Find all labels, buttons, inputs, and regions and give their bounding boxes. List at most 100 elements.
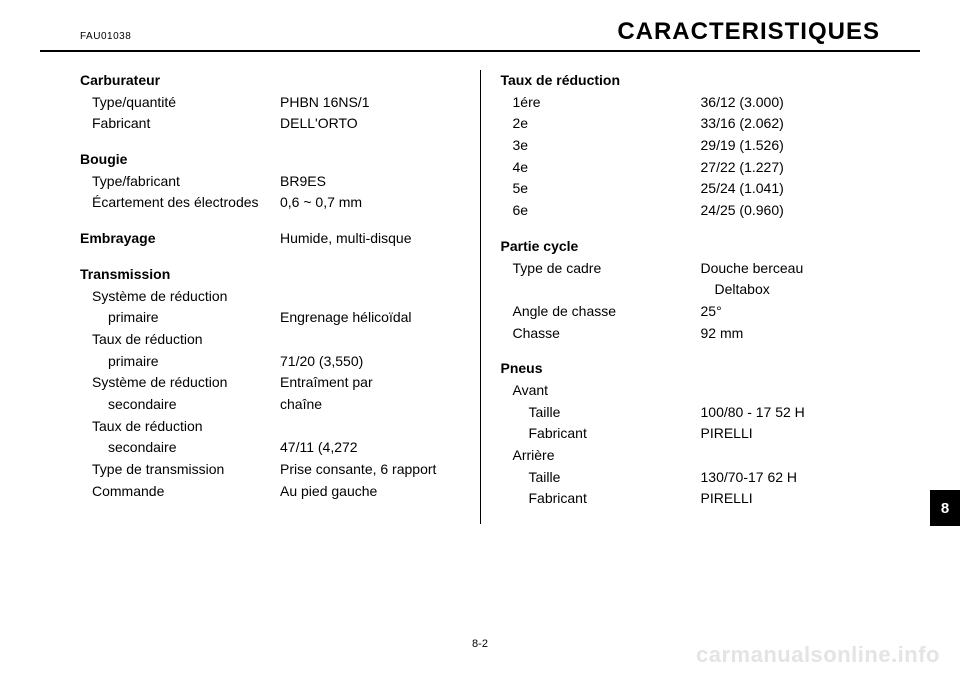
spec-value: Entraîment par (280, 372, 460, 394)
spec-label: Chasse (501, 323, 701, 345)
spec-row: secondaire chaîne (80, 394, 460, 416)
spec-value: 33/16 (2.062) (701, 113, 881, 135)
spec-value: 47/11 (4,272 (280, 437, 460, 459)
spec-row: Fabricant DELL'ORTO (80, 113, 460, 135)
spec-value: 27/22 (1.227) (701, 157, 881, 179)
spec-label: primaire (80, 351, 280, 373)
spec-value: Prise consante, 6 rapport (280, 459, 460, 481)
page-title: CARACTERISTIQUES (617, 18, 880, 46)
spec-label: Type/quantité (80, 92, 280, 114)
spec-label: Avant (501, 380, 701, 402)
spec-row: Angle de chasse 25° (501, 301, 881, 323)
spec-label: Arrière (501, 445, 701, 467)
spec-label: Commande (80, 481, 280, 503)
spec-row: Écartement des électrodes 0,6 ~ 0,7 mm (80, 192, 460, 214)
spec-value: PIRELLI (701, 423, 881, 445)
spec-label: Écartement des électrodes (80, 192, 280, 214)
spec-row: primaire 71/20 (3,550) (80, 351, 460, 373)
spec-value: 130/70-17 62 H (701, 467, 881, 489)
spec-label: Fabricant (501, 488, 701, 510)
spec-value: Engrenage hélicoïdal (280, 307, 460, 329)
spec-label: primaire (80, 307, 280, 329)
spec-label: 6e (501, 200, 701, 222)
spec-value: 25° (701, 301, 881, 323)
spec-label: secondaire (80, 394, 280, 416)
spec-row: secondaire 47/11 (4,272 (80, 437, 460, 459)
spec-label: Fabricant (501, 423, 701, 445)
spec-value: Au pied gauche (280, 481, 460, 503)
spec-label: Type/fabricant (80, 171, 280, 193)
spec-row: Système de réduction (80, 286, 460, 308)
spec-row: FabricantPIRELLI (501, 488, 881, 510)
section-transmission: Transmission Système de réduction primai… (80, 264, 460, 503)
spec-row: Arrière (501, 445, 881, 467)
section-title-taux: Taux de réduction (501, 70, 881, 92)
section-title-embrayage: Embrayage (80, 228, 280, 250)
spec-label: 4e (501, 157, 701, 179)
spec-row: Commande Au pied gauche (80, 481, 460, 503)
page-header: FAU01038 CARACTERISTIQUES (40, 0, 920, 52)
section-pneus: Pneus Avant Taille100/80 - 17 52 H Fabri… (501, 358, 881, 510)
spec-label: Taille (501, 467, 701, 489)
section-bougie: Bougie Type/fabricant BR9ES Écartement d… (80, 149, 460, 214)
spec-value: PIRELLI (701, 488, 881, 510)
spec-row: Taux de réduction (80, 329, 460, 351)
spec-label: Type de cadre (501, 258, 701, 280)
spec-value: 29/19 (1.526) (701, 135, 881, 157)
section-title-transmission: Transmission (80, 264, 460, 286)
spec-label: Système de réduction (80, 286, 280, 308)
spec-value (280, 416, 460, 438)
section-title-pneus: Pneus (501, 358, 881, 380)
spec-value: 92 mm (701, 323, 881, 345)
section-title-bougie: Bougie (80, 149, 460, 171)
spec-label (501, 279, 701, 301)
spec-row: Type de cadre Douche berceau (501, 258, 881, 280)
spec-value: 24/25 (0.960) (701, 200, 881, 222)
spec-label: Taux de réduction (80, 416, 280, 438)
spec-row: 3e29/19 (1.526) (501, 135, 881, 157)
spec-row: 5e25/24 (1.041) (501, 178, 881, 200)
spec-value (280, 329, 460, 351)
content-columns: Carburateur Type/quantité PHBN 16NS/1 Fa… (40, 52, 920, 524)
spec-row: Deltabox (501, 279, 881, 301)
spec-value-cont: Deltabox (701, 279, 881, 301)
spec-row: 1ére36/12 (3.000) (501, 92, 881, 114)
spec-row: Taille100/80 - 17 52 H (501, 402, 881, 424)
spec-label: 5e (501, 178, 701, 200)
spec-label: 1ére (501, 92, 701, 114)
spec-label: Type de transmission (80, 459, 280, 481)
spec-label: Angle de chasse (501, 301, 701, 323)
section-title-carburateur: Carburateur (80, 70, 460, 92)
spec-value: 25/24 (1.041) (701, 178, 881, 200)
spec-value: 0,6 ~ 0,7 mm (280, 192, 460, 214)
section-partie-cycle: Partie cycle Type de cadre Douche bercea… (501, 236, 881, 344)
spec-row: 2e33/16 (2.062) (501, 113, 881, 135)
spec-value: 100/80 - 17 52 H (701, 402, 881, 424)
spec-value: 36/12 (3.000) (701, 92, 881, 114)
spec-row: Type de transmission Prise consante, 6 r… (80, 459, 460, 481)
spec-row: Embrayage Humide, multi-disque (80, 228, 460, 250)
spec-row: Type/fabricant BR9ES (80, 171, 460, 193)
spec-row: Taux de réduction (80, 416, 460, 438)
section-taux-reduction: Taux de réduction 1ére36/12 (3.000) 2e33… (501, 70, 881, 222)
document-code: FAU01038 (80, 31, 131, 42)
spec-value: chaîne (280, 394, 460, 416)
spec-label: Taux de réduction (80, 329, 280, 351)
spec-row: Taille130/70-17 62 H (501, 467, 881, 489)
spec-value: Humide, multi-disque (280, 228, 460, 250)
left-column: Carburateur Type/quantité PHBN 16NS/1 Fa… (80, 70, 480, 524)
spec-row: Système de réduction Entraîment par (80, 372, 460, 394)
spec-value: Deltabox (701, 279, 881, 301)
spec-value (701, 445, 881, 467)
spec-label: Système de réduction (80, 372, 280, 394)
spec-row: 4e27/22 (1.227) (501, 157, 881, 179)
spec-value: Douche berceau (701, 258, 881, 280)
spec-row: Chasse 92 mm (501, 323, 881, 345)
spec-value: PHBN 16NS/1 (280, 92, 460, 114)
spec-row: FabricantPIRELLI (501, 423, 881, 445)
chapter-tab: 8 (930, 490, 960, 526)
spec-value: BR9ES (280, 171, 460, 193)
spec-label: secondaire (80, 437, 280, 459)
right-column: Taux de réduction 1ére36/12 (3.000) 2e33… (480, 70, 881, 524)
spec-label: Taille (501, 402, 701, 424)
